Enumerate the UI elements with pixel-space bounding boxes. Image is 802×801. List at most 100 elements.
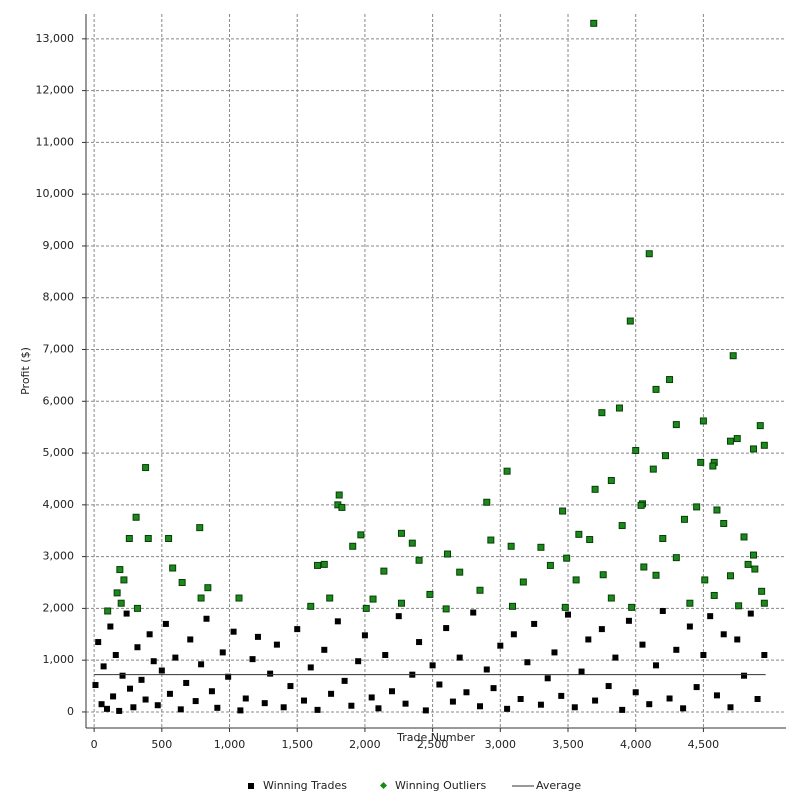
trade-point: [632, 689, 639, 696]
trade-point: [219, 649, 226, 656]
outlier-point: [144, 534, 152, 542]
outlier-point: [607, 477, 615, 485]
legend-marker: [379, 781, 388, 790]
outlier-point: [591, 485, 599, 493]
outlier-point: [476, 586, 484, 594]
trade-point: [443, 625, 450, 632]
x-tick-label: 3,000: [485, 738, 517, 751]
trade-point: [463, 689, 470, 696]
trade-point: [138, 676, 145, 683]
outlier-point: [756, 422, 764, 430]
trade-point: [673, 646, 680, 653]
trade-point: [551, 649, 558, 656]
trade-point: [334, 618, 341, 625]
outlier-point: [508, 602, 516, 610]
outlier-point: [697, 458, 705, 466]
trade-point: [242, 695, 249, 702]
trade-point: [646, 701, 653, 708]
trade-point: [707, 613, 714, 620]
outlier-point: [320, 560, 328, 568]
outlier-point: [626, 317, 634, 325]
outlier-point: [326, 594, 334, 602]
trade-point: [100, 663, 107, 670]
outlier-point: [750, 551, 758, 559]
outlier-point: [142, 464, 150, 472]
outlier-point: [125, 534, 133, 542]
y-tick-label: 9,000: [43, 239, 75, 252]
trade-point: [341, 677, 348, 684]
x-tick-label: 4,500: [688, 738, 720, 751]
trade-point: [388, 688, 395, 695]
outlier-point: [645, 250, 653, 258]
trade-point: [510, 631, 517, 638]
trade-point: [375, 705, 382, 712]
trade-point: [166, 690, 173, 697]
x-tick-label: 1,000: [214, 738, 246, 751]
y-tick-label: 5,000: [43, 446, 75, 459]
trade-point: [214, 704, 221, 711]
trade-point: [142, 696, 149, 703]
outlier-point: [537, 543, 545, 551]
trade-point: [107, 623, 114, 630]
outlier-point: [546, 561, 554, 569]
y-tick-label: 8,000: [43, 291, 75, 304]
outlier-point: [733, 435, 741, 443]
trade-point: [727, 704, 734, 711]
trade-point: [119, 672, 126, 679]
outlier-point: [487, 536, 495, 544]
x-tick-label: 0: [91, 738, 98, 751]
legend-label: Winning Trades: [263, 779, 347, 792]
outlier-point: [710, 591, 718, 599]
outlier-point: [357, 531, 365, 539]
outlier-point: [615, 404, 623, 412]
trade-point: [158, 667, 165, 674]
trade-point: [116, 707, 123, 714]
trade-point: [172, 654, 179, 661]
legend-label: Winning Outliers: [395, 779, 486, 792]
trade-point: [544, 675, 551, 682]
x-tick-label: 500: [151, 738, 172, 751]
outlier-point: [661, 452, 669, 460]
trade-point: [666, 695, 673, 702]
trade-point: [747, 610, 754, 617]
outlier-point: [729, 352, 737, 360]
outlier-point: [519, 578, 527, 586]
trade-point: [625, 617, 632, 624]
y-tick-label: 11,000: [36, 135, 75, 148]
trade-point: [680, 705, 687, 712]
trade-point: [734, 636, 741, 643]
outlier-point: [672, 421, 680, 429]
trade-point: [237, 707, 244, 714]
x-tick-label: 1,500: [281, 738, 313, 751]
trade-point: [653, 662, 660, 669]
trade-point: [477, 703, 484, 710]
trade-point: [558, 692, 565, 699]
outlier-point: [369, 595, 377, 603]
outlier-point: [735, 602, 743, 610]
outlier-point: [483, 498, 491, 506]
trade-point: [517, 696, 524, 703]
trade-point: [754, 696, 761, 703]
trade-point: [537, 701, 544, 708]
trade-point: [92, 682, 99, 689]
outlier-point: [362, 604, 370, 612]
outlier-point: [693, 503, 701, 511]
outlier-point: [349, 542, 357, 550]
legend-marker: [248, 783, 254, 789]
trade-point: [98, 701, 105, 708]
trade-point: [187, 636, 194, 643]
trade-point: [328, 690, 335, 697]
trade-point: [230, 628, 237, 635]
trade-point: [686, 623, 693, 630]
outlier-point: [104, 607, 112, 615]
x-tick-label: 3,500: [552, 738, 584, 751]
trade-point: [585, 636, 592, 643]
outlier-point: [397, 529, 405, 537]
trade-point: [130, 704, 137, 711]
outlier-point: [117, 599, 125, 607]
trade-point: [402, 700, 409, 707]
outlier-point: [563, 554, 571, 562]
trade-point: [261, 700, 268, 707]
